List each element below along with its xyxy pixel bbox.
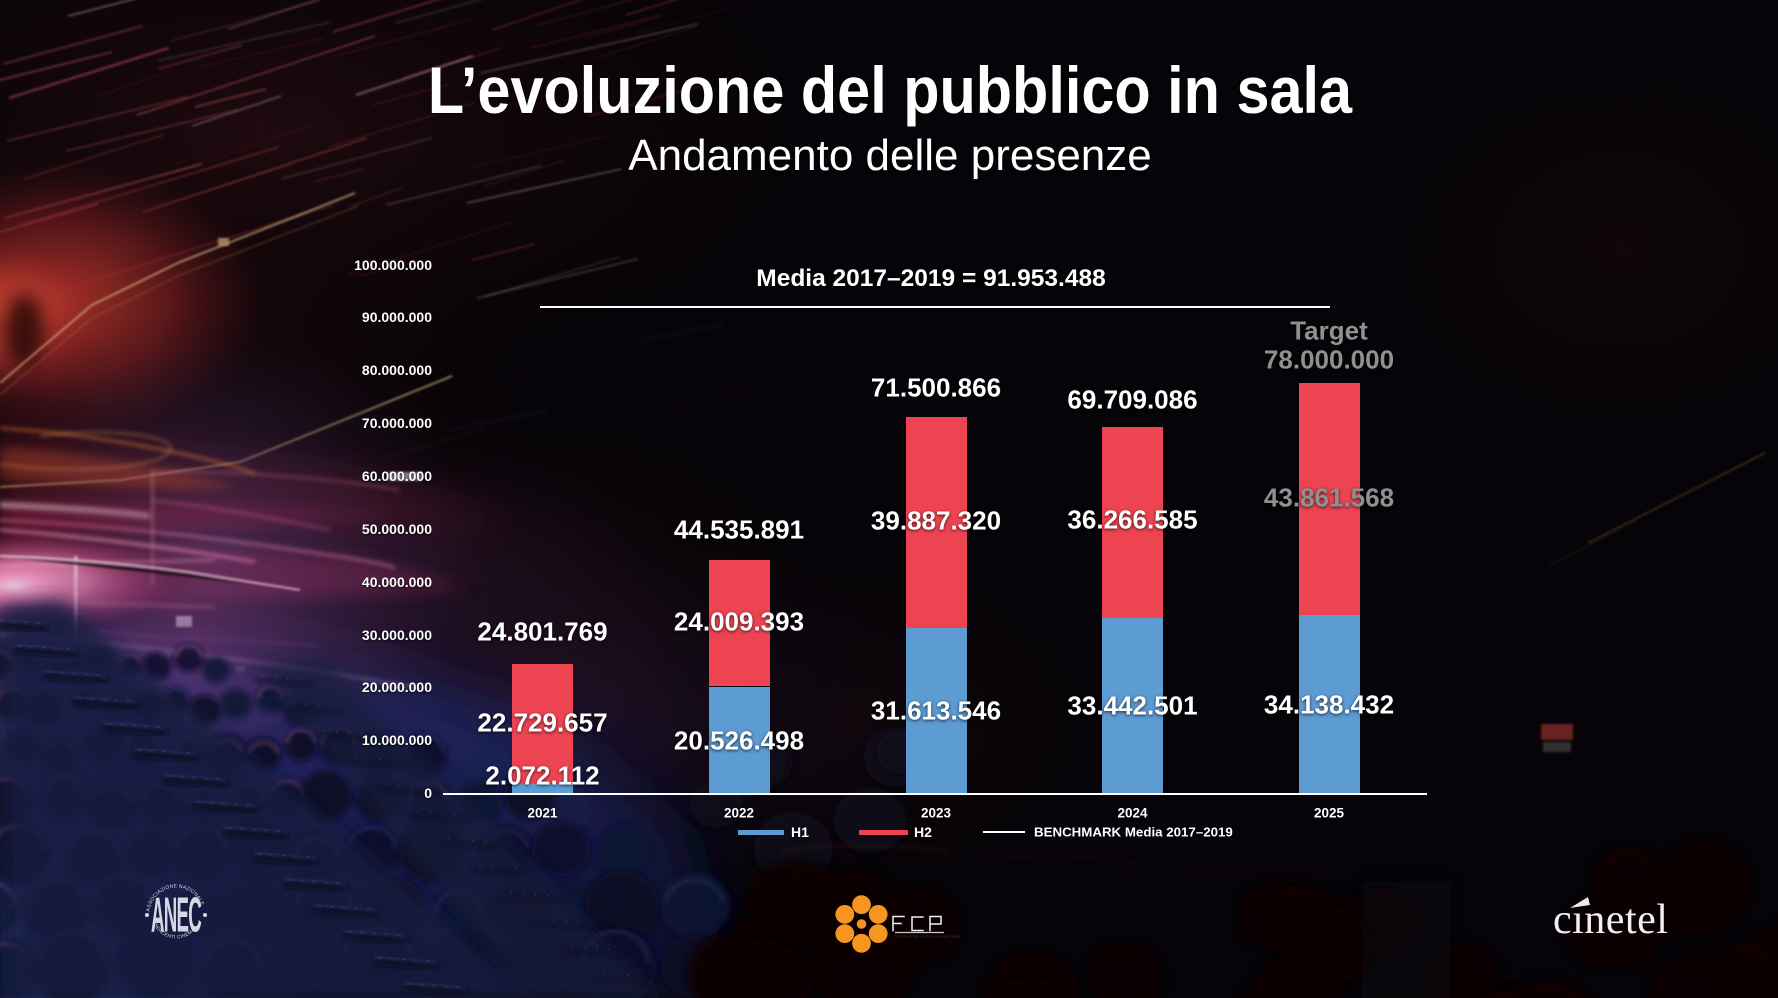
svg-text:ANEC: ANEC [151, 887, 201, 943]
svg-text:FEDERAZIONE CONCESSIONARIE PUB: FEDERAZIONE CONCESSIONARIE PUBBLICITA [895, 935, 960, 939]
